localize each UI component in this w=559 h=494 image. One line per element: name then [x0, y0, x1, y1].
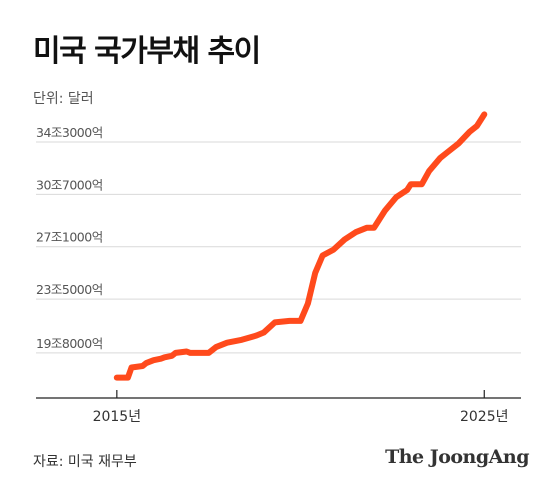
- source-note: 자료: 미국 재무부: [33, 454, 137, 470]
- x-ticks: 2015년 2025년: [93, 390, 509, 425]
- y-tick-label: 27조1000억: [36, 230, 103, 245]
- debt-series-line: [113, 111, 488, 381]
- publisher-logo: The JoongAng: [385, 446, 529, 468]
- y-tick-label: 30조7000억: [36, 177, 103, 192]
- y-tick-label: 34조3000억: [36, 125, 103, 140]
- chart-title: 미국 국가부채 추이: [33, 34, 261, 69]
- x-tick-label: 2015년: [93, 409, 142, 425]
- y-tick-label: 23조5000억: [36, 282, 103, 297]
- unit-label: 단위: 달러: [33, 91, 94, 107]
- y-tick-labels: 19조8000억 23조5000억 27조1000억 30조7000억 34조3000억: [36, 125, 103, 351]
- x-tick-label: 2025년: [460, 409, 509, 425]
- y-tick-label: 19조8000억: [36, 336, 103, 351]
- grid-layer: [36, 141, 521, 354]
